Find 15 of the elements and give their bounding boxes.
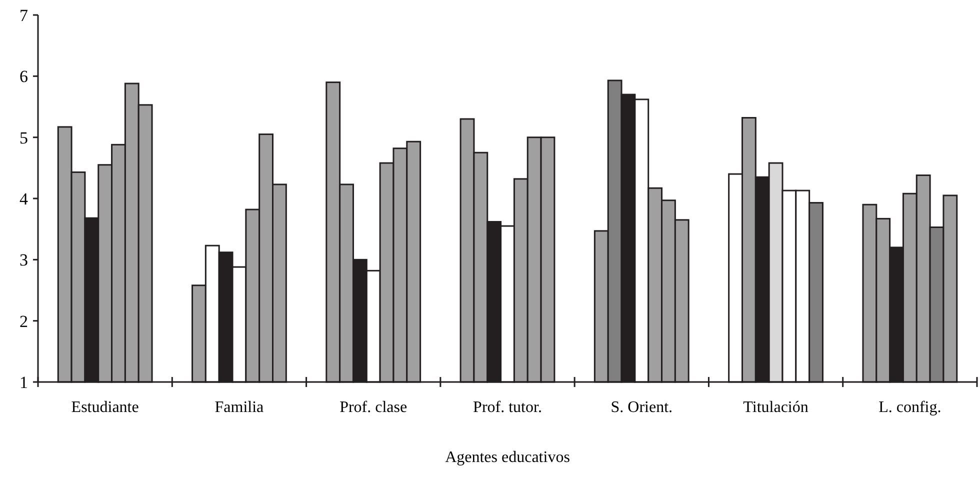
x-tick-label: Prof. tutor.	[473, 399, 542, 416]
x-tick-label: Prof. clase	[340, 399, 408, 416]
x-tick-label: L. config.	[878, 399, 942, 416]
x-tick-label: Estudiante	[71, 399, 139, 416]
y-tick-label: 1	[20, 372, 28, 392]
y-tick-label: 2	[20, 312, 28, 331]
y-tick-label: 6	[20, 67, 28, 86]
x-tick-label: S. Orient.	[610, 399, 673, 416]
x-tick-label: Titulación	[743, 399, 808, 416]
y-tick-label: 3	[20, 250, 28, 270]
y-tick-label: 4	[20, 189, 28, 208]
y-tick-label: 7	[20, 6, 28, 25]
x-tick-label: Familia	[214, 399, 264, 416]
y-tick-label: 5	[20, 128, 28, 148]
x-axis-title: Agentes educativos	[445, 449, 570, 466]
